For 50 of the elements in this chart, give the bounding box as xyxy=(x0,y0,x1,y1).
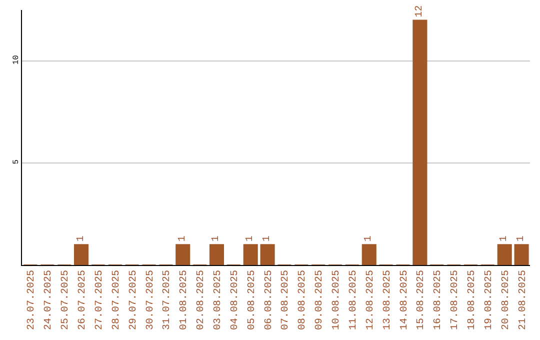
bar xyxy=(243,244,258,265)
x-tick-label: 24.07.2025 xyxy=(44,270,55,330)
x-tick-label: 05.08.2025 xyxy=(246,270,258,330)
data-label: 1 xyxy=(245,236,256,242)
x-tick-label: 06.08.2025 xyxy=(264,270,275,330)
bar xyxy=(497,244,512,265)
x-tick-label: 09.08.2025 xyxy=(314,270,326,330)
bar xyxy=(260,244,275,265)
bar xyxy=(412,20,428,265)
data-label: 1 xyxy=(177,236,188,242)
data-label: 1 xyxy=(262,236,274,242)
x-tick-label: 13.08.2025 xyxy=(382,270,394,330)
x-tick-label: 25.07.2025 xyxy=(60,270,72,330)
x-tick-label: 26.07.2025 xyxy=(78,270,89,330)
data-label: 1 xyxy=(364,236,375,242)
x-tick-label: 17.08.2025 xyxy=(450,270,462,330)
bar xyxy=(209,244,224,265)
data-label: 1 xyxy=(76,236,87,242)
x-tick-label: 29.07.2025 xyxy=(128,270,140,330)
x-tick-label: 03.08.2025 xyxy=(212,270,224,330)
x-tick-label: 04.08.2025 xyxy=(230,270,241,330)
x-tick-label: 28.07.2025 xyxy=(111,270,122,330)
x-tick-label: 20.08.2025 xyxy=(500,270,512,330)
data-label: 1 xyxy=(211,236,222,242)
x-tick-label: 02.08.2025 xyxy=(196,270,208,330)
x-tick-label: 19.08.2025 xyxy=(484,270,495,330)
bar xyxy=(74,244,89,265)
data-label: 1 xyxy=(516,236,528,242)
x-tick-label: 07.08.2025 xyxy=(280,270,292,330)
x-tick-label: 14.08.2025 xyxy=(399,270,410,330)
data-label: 1 xyxy=(499,236,510,242)
bar xyxy=(176,244,190,265)
x-tick-label: 27.07.2025 xyxy=(94,270,106,330)
x-tick-label: 12.08.2025 xyxy=(365,270,376,330)
x-tick-label: 10.08.2025 xyxy=(332,270,343,330)
x-tick-label: 30.07.2025 xyxy=(145,270,156,330)
x-tick-label: 31.07.2025 xyxy=(162,270,174,330)
x-tick-label: 15.08.2025 xyxy=(416,270,428,330)
bar xyxy=(362,244,376,265)
x-tick-label: 21.08.2025 xyxy=(518,270,529,330)
x-tick-label: 18.08.2025 xyxy=(466,270,478,330)
y-tick-label: 10 xyxy=(12,54,21,65)
x-tick-label: 16.08.2025 xyxy=(433,270,444,330)
x-tick-label: 11.08.2025 xyxy=(348,270,360,330)
x-tick-label: 01.08.2025 xyxy=(179,270,190,330)
x-tick-label: 08.08.2025 xyxy=(298,270,309,330)
data-label: 12 xyxy=(414,5,426,18)
x-tick-label: 23.07.2025 xyxy=(26,270,38,330)
y-tick-label: 5 xyxy=(12,159,21,164)
bar xyxy=(514,244,529,265)
